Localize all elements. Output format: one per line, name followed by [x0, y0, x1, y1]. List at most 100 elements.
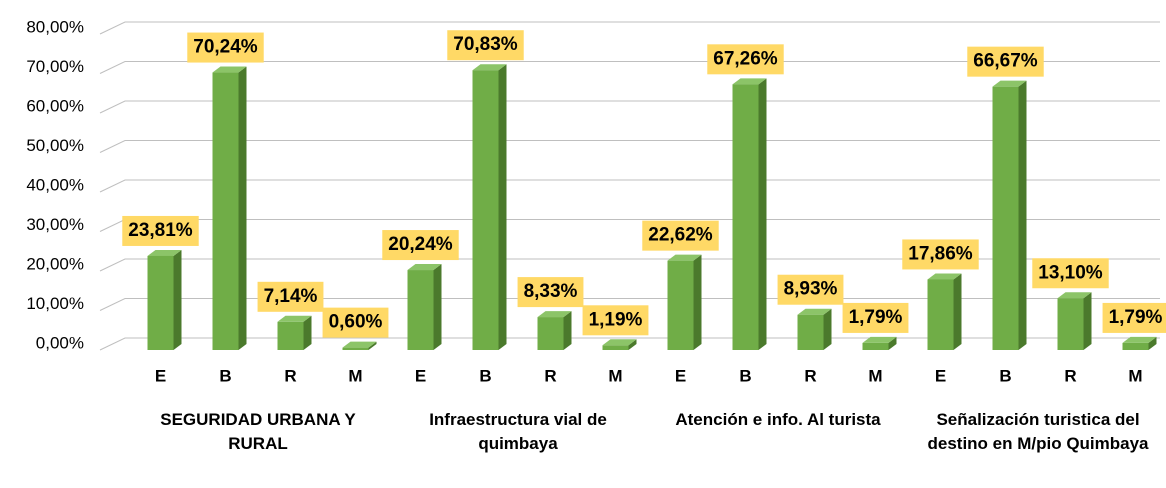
bar — [1122, 342, 1149, 350]
data-label-bg — [447, 30, 524, 61]
x-tick-label: E — [675, 366, 686, 385]
bar — [147, 255, 174, 350]
bar-top — [277, 315, 312, 322]
x-tick-label: E — [155, 366, 166, 385]
x-tick-label: E — [415, 366, 426, 385]
bar-top — [732, 78, 767, 85]
y-tick-label: 40,00% — [26, 175, 84, 194]
data-label: 20,24% — [388, 234, 453, 255]
x-tick-label: B — [999, 366, 1011, 385]
x-tick-label: B — [739, 366, 751, 385]
grid-line — [99, 258, 1160, 272]
x-tick-label: B — [479, 366, 491, 385]
data-label: 70,24% — [193, 37, 258, 58]
bar-side — [563, 311, 572, 350]
x-tick-label: M — [868, 366, 882, 385]
bar-side — [303, 315, 312, 350]
y-tick-label: 0,00% — [36, 333, 84, 352]
data-label: 8,93% — [784, 279, 838, 300]
data-label: 13,10% — [1038, 262, 1103, 283]
x-tick-label: M — [608, 366, 622, 385]
bar-side — [1083, 292, 1092, 350]
x-tick-label: B — [219, 366, 231, 385]
data-label: 17,86% — [908, 243, 973, 264]
data-label: 1,79% — [1109, 307, 1163, 328]
bar-side — [693, 254, 702, 350]
bar-top — [927, 273, 962, 280]
bar-side — [433, 264, 442, 350]
data-label-bg — [382, 230, 459, 261]
data-label-bg — [517, 277, 584, 308]
y-tick-label: 20,00% — [26, 254, 84, 273]
bar — [277, 321, 304, 350]
bar — [407, 270, 434, 350]
bar — [342, 347, 369, 350]
data-label-bg — [1032, 258, 1109, 289]
x-tick-label: R — [544, 366, 556, 385]
bar-top — [667, 254, 702, 261]
bar — [602, 345, 629, 350]
bar — [212, 72, 239, 350]
bar-side — [1018, 80, 1027, 350]
y-tick-label: 60,00% — [26, 96, 84, 115]
bar-top — [407, 264, 442, 271]
y-tick-label: 70,00% — [26, 57, 84, 76]
data-label: 7,14% — [264, 286, 318, 307]
data-label-bg — [777, 274, 844, 305]
grid-line — [99, 140, 1160, 153]
bar-top — [147, 249, 182, 256]
bar-top — [1122, 336, 1157, 343]
bar-side — [498, 64, 507, 350]
data-label-bg — [1102, 302, 1166, 333]
bar — [927, 279, 954, 350]
x-tick-label: R — [1064, 366, 1076, 385]
data-label-bg — [842, 302, 909, 333]
data-label: 0,60% — [329, 312, 383, 333]
data-label-bg — [582, 305, 649, 336]
data-label: 8,33% — [524, 281, 578, 302]
x-tick-label: E — [935, 366, 946, 385]
group-label: Infraestructura vial de quimbaya — [429, 410, 607, 453]
y-tick-label: 80,00% — [26, 17, 84, 36]
bar — [537, 317, 564, 350]
bar-side — [173, 249, 182, 350]
bar — [1057, 298, 1084, 350]
bar-top — [212, 66, 247, 73]
y-tick-label: 10,00% — [26, 294, 84, 313]
bar — [732, 84, 759, 350]
bar-side — [238, 66, 247, 350]
bar — [992, 86, 1019, 350]
group-label: SEGURIDAD URBANA Y RURAL — [160, 410, 356, 453]
data-label-bg — [902, 239, 979, 270]
bar-side — [888, 336, 897, 350]
data-label-bg — [187, 32, 264, 63]
bar-top — [342, 341, 377, 348]
data-label-bg — [967, 46, 1044, 77]
x-tick-label: M — [348, 366, 362, 385]
group-label: Atención e info. Al turista — [675, 410, 881, 429]
y-tick-label: 50,00% — [26, 136, 84, 155]
data-label: 66,67% — [973, 51, 1038, 72]
data-label-bg — [642, 220, 719, 251]
bar-side — [628, 339, 637, 350]
data-label: 1,19% — [589, 309, 643, 330]
data-label: 70,83% — [453, 34, 518, 55]
x-tick-label: R — [804, 366, 816, 385]
bar — [862, 342, 889, 350]
bar — [472, 70, 499, 350]
bar-top — [1057, 292, 1092, 299]
grid-line — [99, 179, 1160, 193]
bar-top — [797, 308, 832, 315]
bar-top — [472, 64, 507, 71]
data-label: 1,79% — [849, 307, 903, 328]
bar-top — [992, 80, 1027, 87]
grid-line — [99, 100, 1160, 114]
data-label-bg — [322, 307, 389, 338]
x-tick-label: R — [284, 366, 296, 385]
bar-side — [953, 273, 962, 350]
grid-line — [99, 21, 1160, 35]
data-label-bg — [257, 281, 324, 312]
bar-side — [1148, 336, 1157, 350]
